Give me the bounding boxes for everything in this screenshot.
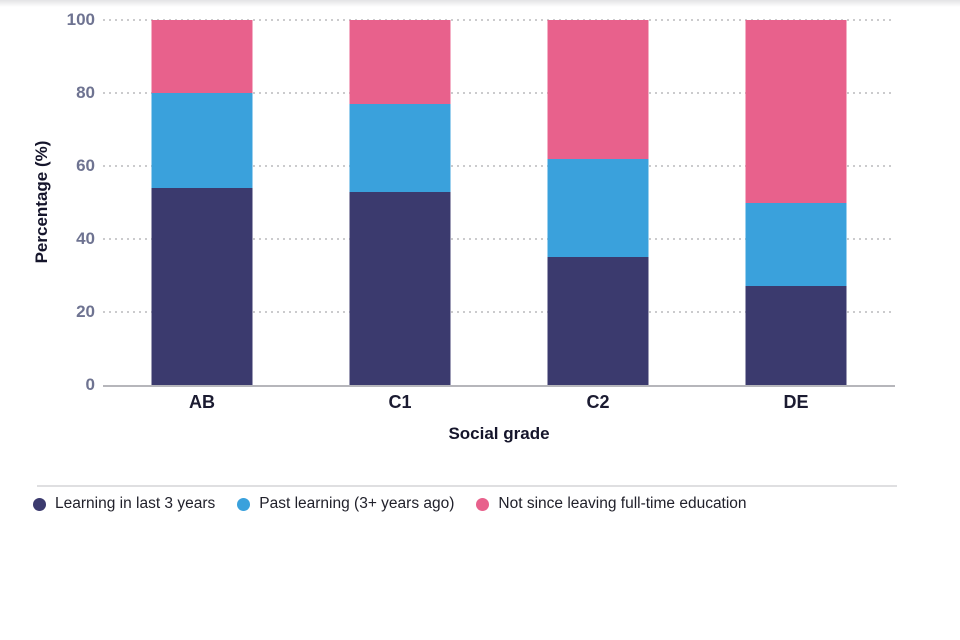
legend-label: Past learning (3+ years ago) (259, 495, 455, 512)
bar-slot-C2 (499, 20, 697, 385)
bar-segment (151, 20, 253, 94)
bar-segment (745, 202, 847, 287)
gridline-100 (103, 19, 895, 21)
plot-area (103, 19, 895, 387)
bar-slot-DE (697, 20, 895, 385)
legend-divider-line (37, 485, 897, 487)
y-tick-label-100: 100 (66, 10, 95, 29)
y-tick-label-0: 0 (85, 375, 95, 394)
gridline-60 (103, 165, 895, 167)
legend-label: Learning in last 3 years (55, 495, 216, 512)
stacked-bar-C2 (547, 20, 649, 385)
bar-segment (547, 20, 649, 159)
legend-item: Learning in last 3 years (33, 495, 215, 513)
legend-item: Past learning (3+ years ago) (237, 495, 454, 513)
x-category-label-C2: C2 (586, 392, 610, 412)
y-tick-label-20: 20 (76, 302, 95, 321)
stacked-bar-DE (745, 20, 847, 385)
y-tick-label-80: 80 (76, 83, 95, 102)
y-tick-label-60: 60 (76, 156, 95, 175)
bar-segment (745, 20, 847, 203)
gridline-40 (103, 238, 895, 240)
legend-dot-icon (33, 497, 46, 511)
top-edge-shadow (0, 0, 960, 7)
bar-segment (151, 187, 253, 385)
bar-segment (151, 93, 253, 188)
bar-segment (547, 158, 649, 258)
x-axis-category-labels: AB C1 C2 DE (103, 392, 895, 413)
gridline-20 (103, 311, 895, 313)
legend-dot-icon (476, 497, 490, 511)
gridline-80 (103, 92, 895, 94)
legend-dot-icon (237, 497, 251, 511)
x-axis-title: Social grade (448, 424, 550, 443)
legend-item: Not since leaving full-time education (476, 495, 747, 513)
legend-label: Not since leaving full-time education (498, 495, 747, 512)
bar-segment (349, 103, 451, 192)
x-category-label-DE: DE (783, 392, 809, 412)
bar-segment (349, 191, 451, 385)
stacked-bar-C1 (349, 20, 451, 385)
x-category-label-C1: C1 (388, 392, 412, 412)
chart-legend: Learning in last 3 years Past learning (3… (33, 495, 747, 513)
x-category-label-AB: AB (189, 392, 215, 412)
bar-segment (745, 286, 847, 385)
bar-slot-AB (103, 20, 301, 385)
stacked-bar-AB (151, 20, 253, 385)
bar-slot-C1 (301, 20, 499, 385)
bars-container (103, 20, 895, 385)
bar-segment (349, 20, 451, 104)
y-tick-label-40: 40 (76, 229, 95, 248)
bar-segment (547, 257, 649, 385)
